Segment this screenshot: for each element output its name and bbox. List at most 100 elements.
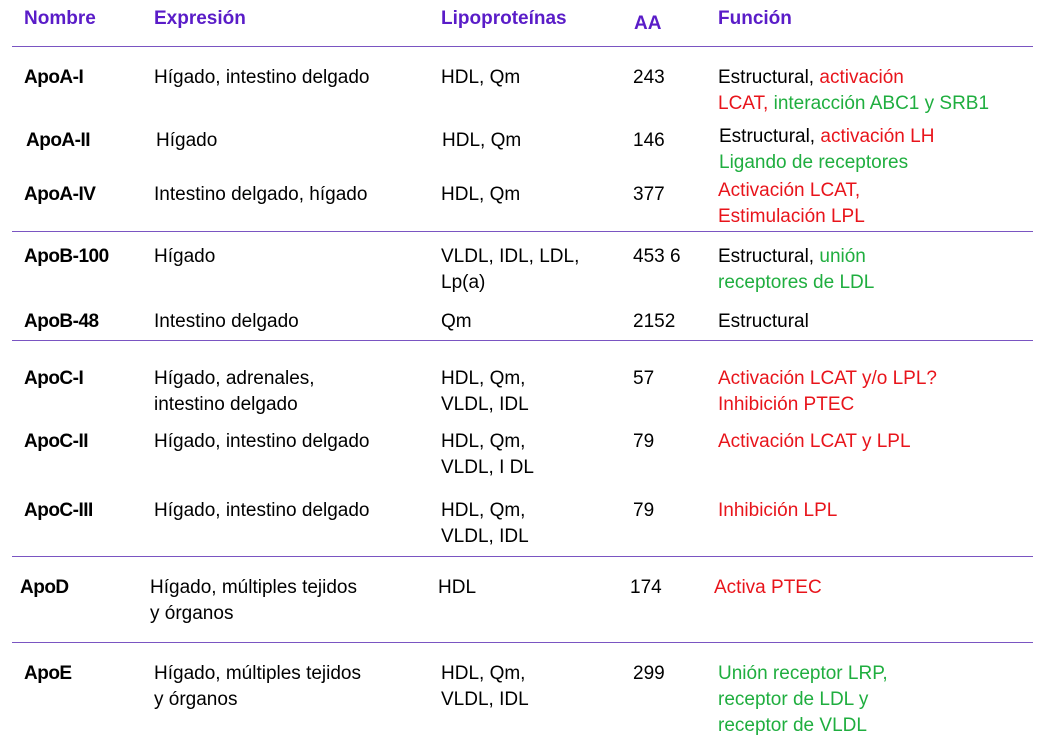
row-aa: 2152 (633, 311, 676, 332)
lipoproteins-line: VLDL, IDL, LDL, (441, 246, 580, 267)
row-aa: 146 (633, 130, 665, 151)
row-lipoproteins: HDL, Qm, VLDL, IDL (441, 366, 529, 418)
expression-line: Intestino delgado, hígado (154, 184, 368, 205)
row-expression: Hígado, múltiples tejidos y órganos (154, 661, 361, 713)
row-name: ApoA-I (24, 67, 84, 88)
divider-apob-group (12, 340, 1033, 341)
lipoproteins-line: HDL, Qm (442, 130, 522, 151)
row-expression: Hígado (156, 128, 217, 154)
header-function: Función (718, 8, 792, 29)
function-line: Unión receptor LRP, (718, 661, 888, 687)
row-name: ApoB-100 (24, 246, 109, 267)
function-line: Estructural, unión (718, 244, 874, 270)
expression-line: y órganos (150, 603, 234, 624)
function-fragment: Ligando de receptores (719, 152, 909, 173)
function-fragment: Estructural, (719, 126, 821, 147)
row-lipoproteins: HDL, Qm, VLDL, IDL (441, 498, 529, 550)
lipoproteins-line: HDL, Qm (441, 184, 521, 205)
function-fragment: Activación LCAT y LPL (718, 431, 911, 452)
function-line: LCAT, interacción ABC1 y SRB1 (718, 91, 989, 117)
lipoproteins-line: VLDL, IDL (441, 394, 529, 415)
function-line: receptores de LDL (718, 270, 874, 296)
expression-line: Hígado, adrenales, (154, 368, 315, 389)
row-aa: 79 (633, 431, 655, 452)
row-name: ApoA-II (26, 130, 91, 151)
function-fragment: Activación LCAT, (718, 180, 861, 201)
function-line: Activación LCAT y LPL (718, 429, 911, 455)
row-name: ApoC-I (24, 368, 84, 389)
divider-apod-group (12, 642, 1033, 643)
lipoproteins-line: HDL, Qm, (441, 431, 526, 452)
row-aa: 174 (630, 577, 662, 598)
row-lipoproteins: HDL, Qm (441, 65, 520, 91)
divider-apoc-group (12, 556, 1033, 557)
lipoproteins-line: Qm (441, 311, 472, 332)
lipoproteins-line: HDL, Qm, (441, 500, 526, 521)
divider-header (12, 46, 1033, 47)
row-lipoproteins: HDL, Qm, VLDL, IDL (441, 661, 529, 713)
function-fragment: Estructural, (718, 246, 820, 267)
expression-line: y órganos (154, 689, 238, 710)
row-expression: Intestino delgado, hígado (154, 182, 367, 208)
row-lipoproteins: VLDL, IDL, LDL, Lp(a) (441, 244, 579, 296)
lipoproteins-line: HDL, Qm, (441, 663, 526, 684)
row-aa: 79 (633, 500, 655, 521)
function-fragment: Estimulación LPL (718, 206, 865, 227)
lipoproteins-line: HDL, Qm, (441, 368, 526, 389)
expression-line: Hígado (156, 130, 218, 151)
row-function: Estructural, activación LCAT, interacció… (718, 65, 989, 117)
function-fragment: unión (819, 246, 866, 267)
row-function: Estructural, unión receptores de LDL (718, 244, 874, 296)
row-expression: Hígado (154, 244, 215, 270)
row-aa: 453 6 (633, 246, 681, 267)
function-line: Ligando de receptores (719, 150, 934, 176)
row-name: ApoC-II (24, 431, 89, 452)
row-function: Estructural, activación LH Ligando de re… (719, 124, 934, 176)
row-function: Estructural (718, 309, 809, 335)
row-expression: Hígado, adrenales, intestino delgado (154, 366, 315, 418)
row-expression: Intestino delgado (154, 309, 299, 335)
expression-line: intestino delgado (154, 394, 298, 415)
function-fragment: activación LH (820, 126, 935, 147)
function-line: Inhibición LPL (718, 498, 837, 524)
expression-line: Hígado, intestino delgado (154, 500, 370, 521)
row-function: Activa PTEC (714, 575, 822, 601)
function-fragment: Activa PTEC (714, 577, 822, 598)
expression-line: Hígado (154, 246, 216, 267)
function-line: Estructural, activación LH (719, 124, 934, 150)
row-expression: Hígado, intestino delgado (154, 65, 370, 91)
function-line: receptor de LDL y (718, 687, 888, 713)
function-fragment: activación (819, 67, 904, 88)
function-line: Activa PTEC (714, 575, 822, 601)
row-aa: 243 (633, 67, 665, 88)
function-line: Activación LCAT, (718, 178, 865, 204)
header-aa: AA (634, 13, 662, 34)
function-line: Estructural, activación (718, 65, 989, 91)
function-line: Activación LCAT y/o LPL? (718, 366, 937, 392)
lipoproteins-line: VLDL, IDL (441, 526, 529, 547)
lipoproteins-line: Lp(a) (441, 272, 486, 293)
row-name: ApoA-IV (24, 184, 96, 205)
row-aa: 57 (633, 368, 655, 389)
row-name: ApoD (20, 577, 69, 598)
expression-line: Hígado, intestino delgado (154, 431, 370, 452)
function-fragment: receptor de LDL y (718, 689, 869, 710)
row-lipoproteins: HDL, Qm (442, 128, 521, 154)
expression-line: Hígado, múltiples tejidos (154, 663, 361, 684)
row-function: Unión receptor LRP, receptor de LDL y re… (718, 661, 888, 739)
function-fragment: Estructural (718, 311, 809, 332)
header-name: Nombre (24, 8, 96, 29)
row-lipoproteins: HDL, Qm, VLDL, I DL (441, 429, 534, 481)
lipoproteins-line: HDL, Qm (441, 67, 521, 88)
function-fragment: receptores de LDL (718, 272, 875, 293)
row-expression: Hígado, múltiples tejidos y órganos (150, 575, 357, 627)
row-lipoproteins: HDL (438, 575, 476, 601)
row-name: ApoE (24, 663, 72, 684)
row-function: Activación LCAT y/o LPL? Inhibición PTEC (718, 366, 937, 418)
row-lipoproteins: HDL, Qm (441, 182, 520, 208)
row-aa: 299 (633, 663, 665, 684)
row-aa: 377 (633, 184, 665, 205)
expression-line: Intestino delgado (154, 311, 299, 332)
function-fragment: Inhibición PTEC (718, 394, 855, 415)
divider-apoa-group (12, 231, 1033, 232)
